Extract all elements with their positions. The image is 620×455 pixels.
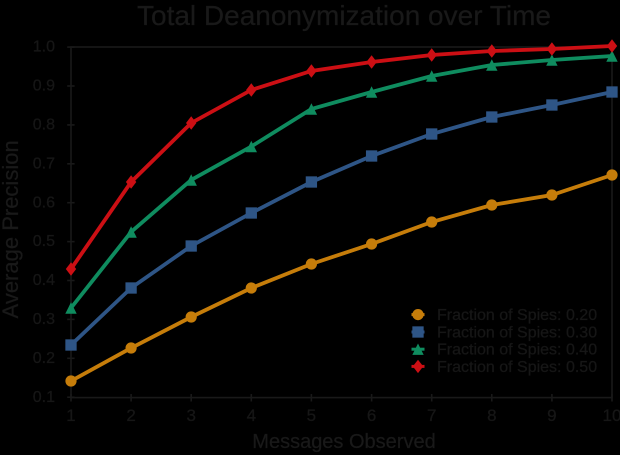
svg-text:0.1: 0.1 [33, 389, 55, 406]
svg-text:Fraction of Spies: 0.40: Fraction of Spies: 0.40 [437, 342, 597, 359]
svg-text:Fraction of Spies: 0.20: Fraction of Spies: 0.20 [437, 307, 597, 324]
svg-text:Total Deanonymization over Tim: Total Deanonymization over Time [137, 0, 551, 31]
svg-text:5: 5 [307, 406, 316, 425]
svg-text:0.9: 0.9 [33, 78, 55, 95]
svg-text:0.5: 0.5 [33, 233, 55, 250]
svg-text:Fraction of Spies: 0.50: Fraction of Spies: 0.50 [437, 359, 597, 376]
svg-text:Messages Observed: Messages Observed [252, 431, 435, 453]
svg-text:Fraction of Spies: 0.30: Fraction of Spies: 0.30 [437, 324, 597, 341]
svg-text:0.6: 0.6 [33, 194, 55, 211]
svg-text:1: 1 [66, 406, 75, 425]
svg-text:8: 8 [487, 406, 496, 425]
svg-text:10: 10 [603, 406, 620, 425]
svg-text:0.8: 0.8 [33, 117, 55, 134]
svg-text:0.3: 0.3 [33, 311, 55, 328]
svg-text:6: 6 [367, 406, 376, 425]
svg-text:0.4: 0.4 [33, 272, 55, 289]
svg-text:9: 9 [547, 406, 556, 425]
svg-text:7: 7 [427, 406, 436, 425]
svg-text:1.0: 1.0 [33, 39, 55, 56]
svg-text:3: 3 [186, 406, 195, 425]
svg-text:4: 4 [247, 406, 256, 425]
svg-text:2: 2 [126, 406, 135, 425]
svg-text:0.7: 0.7 [33, 155, 55, 172]
svg-text:Average Precision: Average Precision [0, 140, 23, 318]
svg-text:0.2: 0.2 [33, 350, 55, 367]
